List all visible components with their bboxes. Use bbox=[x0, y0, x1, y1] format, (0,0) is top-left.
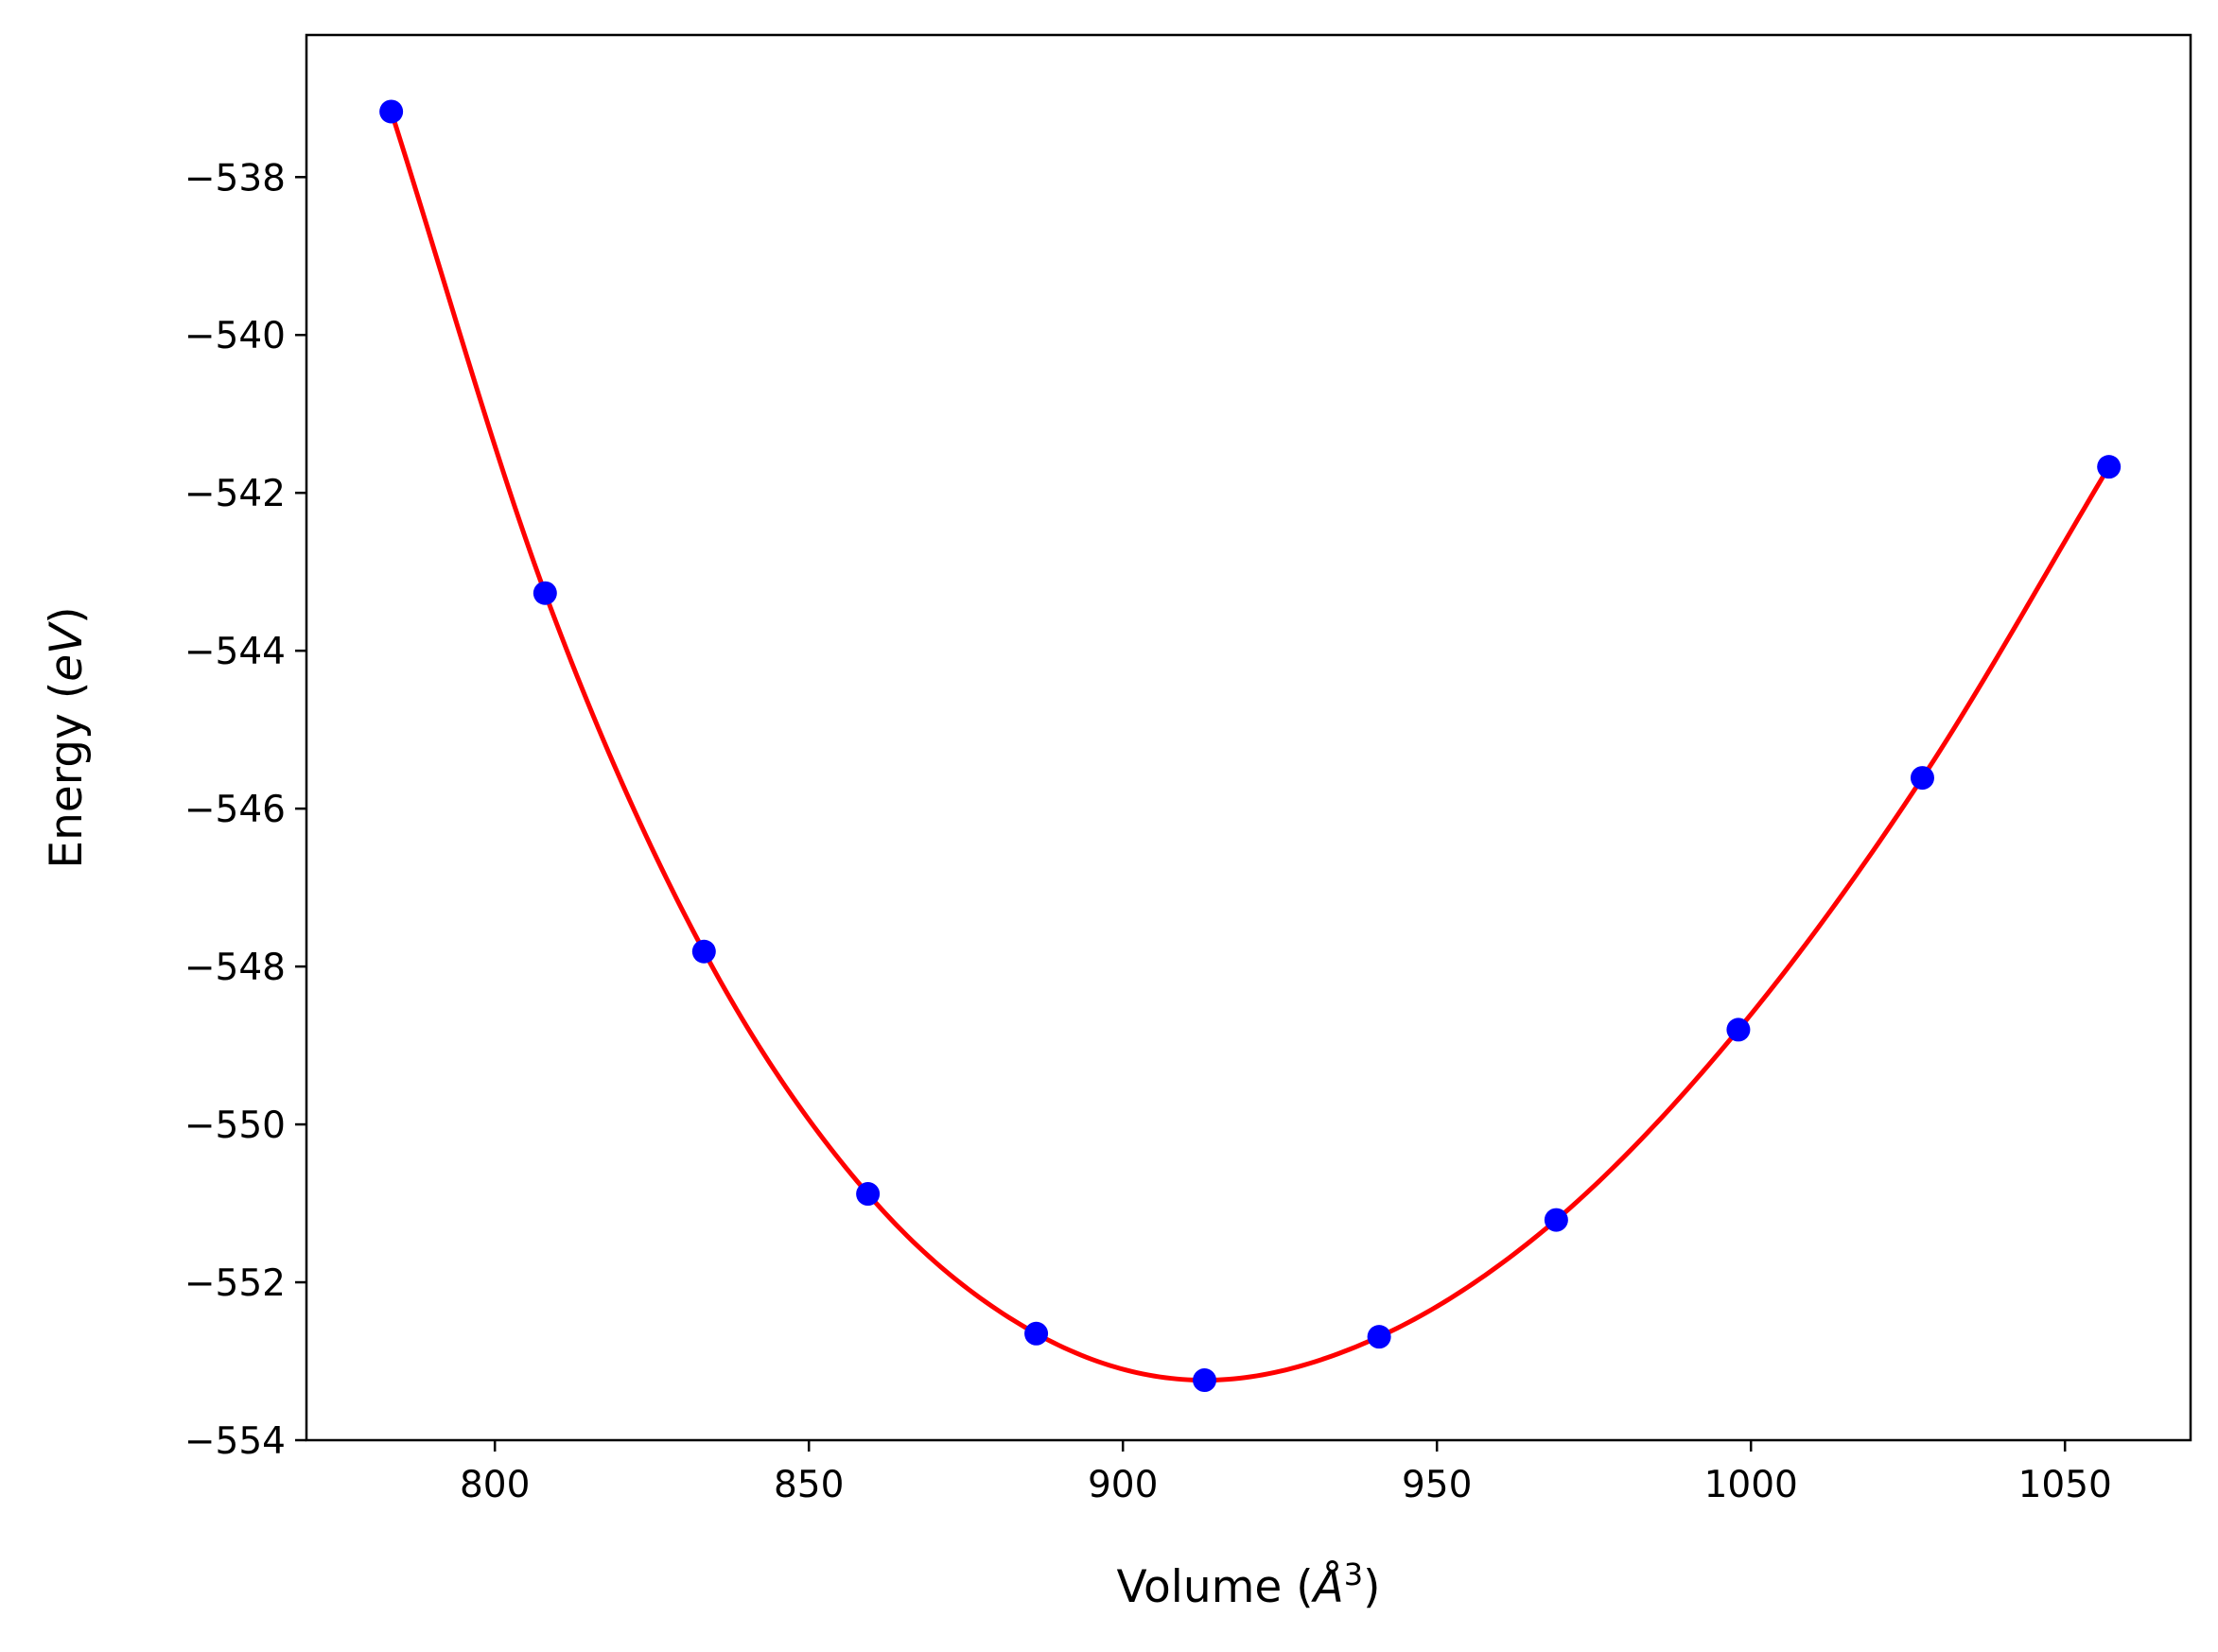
data-point bbox=[856, 1182, 881, 1207]
x-tick-label: 900 bbox=[1088, 1464, 1158, 1506]
y-axis-label: Energy (eV) bbox=[41, 606, 93, 868]
axes-frame bbox=[305, 33, 2192, 1442]
y-tick-label: −548 bbox=[184, 947, 286, 989]
x-axis-ticks: 800 850 900 950 1000 1050 bbox=[460, 1440, 2112, 1506]
x-tick-label: 950 bbox=[1402, 1464, 1472, 1506]
data-point bbox=[1910, 766, 1934, 791]
y-tick-label: −538 bbox=[184, 157, 286, 200]
data-point bbox=[1193, 1368, 1217, 1393]
y-tick-label: −546 bbox=[184, 789, 286, 831]
y-tick-label: −554 bbox=[184, 1420, 286, 1463]
data-point bbox=[379, 99, 404, 124]
data-point bbox=[1726, 1017, 1751, 1042]
y-tick-label: −542 bbox=[184, 473, 286, 515]
x-tick-label: 800 bbox=[460, 1464, 530, 1506]
x-tick-label: 850 bbox=[774, 1464, 844, 1506]
data-point bbox=[1024, 1321, 1049, 1346]
data-point bbox=[1544, 1208, 1568, 1232]
x-tick-label: 1000 bbox=[1704, 1464, 1798, 1506]
data-points-layer bbox=[379, 99, 2122, 1393]
data-point bbox=[1367, 1325, 1391, 1349]
y-tick-label: −544 bbox=[184, 631, 286, 673]
plot-frame bbox=[305, 33, 2192, 1442]
data-point bbox=[691, 939, 716, 964]
y-tick-label: −552 bbox=[184, 1262, 286, 1305]
x-axis-label: Volume (Å3) bbox=[1117, 1556, 1381, 1613]
data-point bbox=[2097, 455, 2122, 479]
data-point bbox=[533, 581, 557, 605]
x-tick-label: 1050 bbox=[2018, 1464, 2112, 1506]
y-axis-ticks: −538 −540 −542 −544 −546 −548 −550 −552 −554 bbox=[184, 157, 306, 1463]
y-tick-label: −550 bbox=[184, 1104, 286, 1147]
y-tick-label: −540 bbox=[184, 315, 286, 357]
